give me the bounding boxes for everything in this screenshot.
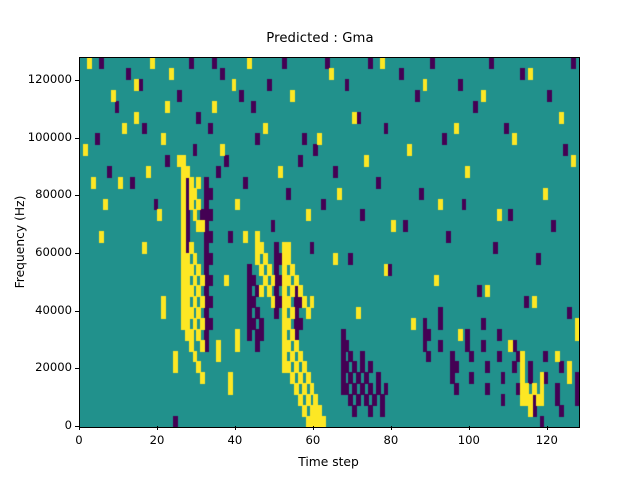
x-tick-label: 0 <box>75 433 83 447</box>
y-axis-label: Frequency (Hz) <box>13 195 27 289</box>
y-tick-mark <box>75 253 79 255</box>
x-tick-mark <box>312 426 314 430</box>
x-tick-mark <box>156 426 159 430</box>
x-axis-label: Time step <box>298 455 359 469</box>
x-tick-label: 120 <box>535 433 558 447</box>
y-tick-label: 80000 <box>35 187 72 202</box>
x-tick-label: 60 <box>305 433 321 447</box>
x-tick-label: 20 <box>149 433 165 447</box>
x-tick-mark <box>79 426 81 430</box>
y-tick-label: 20000 <box>35 360 72 375</box>
y-tick-mark <box>75 368 79 370</box>
x-tick-label: 100 <box>457 433 480 447</box>
y-tick-label: 0 <box>64 418 72 432</box>
heatmap-plot-area <box>79 57 580 428</box>
heatmap-canvas <box>80 58 579 427</box>
x-tick-label: 80 <box>383 433 399 447</box>
y-axis-label-wrap: Frequency (Hz) <box>13 196 33 289</box>
y-tick-label: 120000 <box>27 72 72 87</box>
chart-title: Predicted : Gma <box>266 31 374 46</box>
x-tick-mark <box>546 426 548 430</box>
x-tick-label: 40 <box>227 433 243 447</box>
y-tick-label: 60000 <box>35 245 72 260</box>
y-tick-mark <box>75 195 79 197</box>
y-tick-label: 40000 <box>35 302 72 317</box>
y-tick-mark <box>75 80 79 82</box>
x-tick-mark <box>390 426 392 430</box>
y-tick-mark <box>75 426 79 428</box>
y-tick-label: 100000 <box>27 129 72 144</box>
x-tick-mark <box>468 426 470 430</box>
y-tick-mark <box>75 310 79 312</box>
y-tick-mark <box>75 137 79 139</box>
x-tick-mark <box>234 426 237 430</box>
